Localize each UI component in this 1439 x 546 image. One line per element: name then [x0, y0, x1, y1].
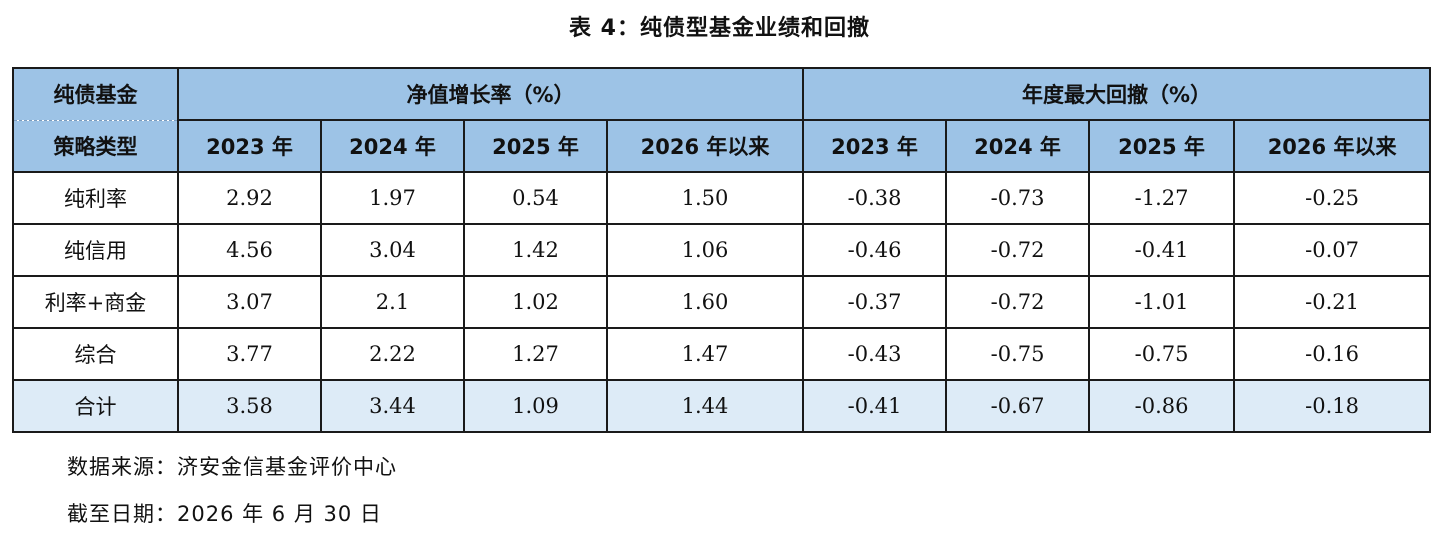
growth-rate-cell: 2.22: [320, 327, 465, 381]
cutoff-date-note: 截至日期：2026 年 6 月 30 日: [67, 502, 382, 526]
drawdown-year-header: 2025 年: [1088, 119, 1236, 173]
max-drawdown-cell: -0.46: [802, 223, 948, 277]
table-title: 表 4：纯债型基金业绩和回撤: [569, 16, 870, 41]
max-drawdown-cell: -0.73: [945, 171, 1091, 225]
growth-rate-cell: 1.97: [320, 171, 465, 225]
growth-rate-cell: 3.44: [320, 379, 465, 433]
max-drawdown-cell: -0.16: [1233, 327, 1432, 381]
strategy-label: 纯利率: [12, 171, 179, 225]
growth-year-header: 2023 年: [177, 119, 322, 173]
max-drawdown-cell: -1.27: [1088, 171, 1236, 225]
growth-rate-cell: 1.09: [463, 379, 608, 433]
strategy-header-top: 纯债基金: [12, 67, 179, 121]
strategy-label: 合计: [12, 379, 179, 433]
growth-rate-cell: 3.04: [320, 223, 465, 277]
strategy-label: 综合: [12, 327, 179, 381]
max-drawdown-cell: -0.43: [802, 327, 948, 381]
max-drawdown-cell: -0.21: [1233, 275, 1432, 329]
growth-rate-cell: 1.50: [605, 171, 805, 225]
growth-rate-cell: 0.54: [463, 171, 608, 225]
growth-rate-cell: 1.02: [463, 275, 608, 329]
max-drawdown-cell: -0.75: [1088, 327, 1236, 381]
max-drawdown-cell: -0.72: [945, 275, 1091, 329]
max-drawdown-cell: -0.86: [1088, 379, 1236, 433]
growth-rate-cell: 3.77: [177, 327, 322, 381]
growth-rate-cell: 1.42: [463, 223, 608, 277]
growth-rate-cell: 1.60: [605, 275, 805, 329]
table-row: 利率+商金 3.07 2.1 1.02 1.60 -0.37 -0.72 -1.01 -0.21: [12, 275, 1432, 329]
max-drawdown-cell: -0.25: [1233, 171, 1432, 225]
drawdown-year-header: 2024 年: [945, 119, 1091, 173]
strategy-label: 利率+商金: [12, 275, 179, 329]
growth-rate-group-header: 净值增长率（%）: [176, 67, 805, 121]
fund-performance-table: 纯债基金 净值增长率（%） 年度最大回撤（%） 策略类型 2023 年 2024 …: [12, 67, 1432, 433]
data-source-note: 数据来源：济安金信基金评价中心: [67, 455, 397, 479]
growth-rate-cell: 2.1: [320, 275, 465, 329]
header-row-years: 策略类型 2023 年 2024 年 2025 年 2026 年以来 2023 年 202…: [12, 119, 1432, 173]
table-row: 纯利率 2.92 1.97 0.54 1.50 -0.38 -0.73 -1.27 -0.25: [12, 171, 1432, 225]
max-drawdown-cell: -0.38: [802, 171, 948, 225]
growth-year-header: 2025 年: [463, 119, 608, 173]
growth-rate-cell: 4.56: [177, 223, 322, 277]
growth-rate-cell: 2.92: [177, 171, 322, 225]
max-drawdown-cell: -0.37: [802, 275, 948, 329]
max-drawdown-cell: -0.41: [802, 379, 948, 433]
max-drawdown-cell: -0.67: [945, 379, 1091, 433]
growth-rate-cell: 1.27: [463, 327, 608, 381]
max-drawdown-cell: -0.41: [1088, 223, 1236, 277]
growth-year-header: 2026 年以来: [605, 119, 805, 173]
drawdown-year-header: 2023 年: [802, 119, 948, 173]
growth-rate-cell: 1.06: [605, 223, 805, 277]
strategy-label: 纯信用: [12, 223, 179, 277]
growth-year-header: 2024 年: [320, 119, 465, 173]
table-row: 综合 3.77 2.22 1.27 1.47 -0.43 -0.75 -0.75 -0.16: [12, 327, 1432, 381]
total-row: 合计 3.58 3.44 1.09 1.44 -0.41 -0.67 -0.86 -0.18: [12, 379, 1432, 433]
header-row-groups: 纯债基金 净值增长率（%） 年度最大回撤（%）: [12, 67, 1432, 121]
growth-rate-cell: 3.07: [177, 275, 322, 329]
growth-rate-cell: 1.44: [605, 379, 805, 433]
table-row: 纯信用 4.56 3.04 1.42 1.06 -0.46 -0.72 -0.41 -0.07: [12, 223, 1432, 277]
max-drawdown-cell: -0.75: [945, 327, 1091, 381]
growth-rate-cell: 3.58: [177, 379, 322, 433]
growth-rate-cell: 1.47: [605, 327, 805, 381]
max-drawdown-cell: -0.18: [1233, 379, 1432, 433]
max-drawdown-cell: -0.07: [1233, 223, 1432, 277]
strategy-header-bottom: 策略类型: [12, 119, 179, 173]
max-drawdown-group-header: 年度最大回撤（%）: [802, 67, 1432, 121]
max-drawdown-cell: -1.01: [1088, 275, 1236, 329]
max-drawdown-cell: -0.72: [945, 223, 1091, 277]
drawdown-year-header: 2026 年以来: [1233, 119, 1432, 173]
